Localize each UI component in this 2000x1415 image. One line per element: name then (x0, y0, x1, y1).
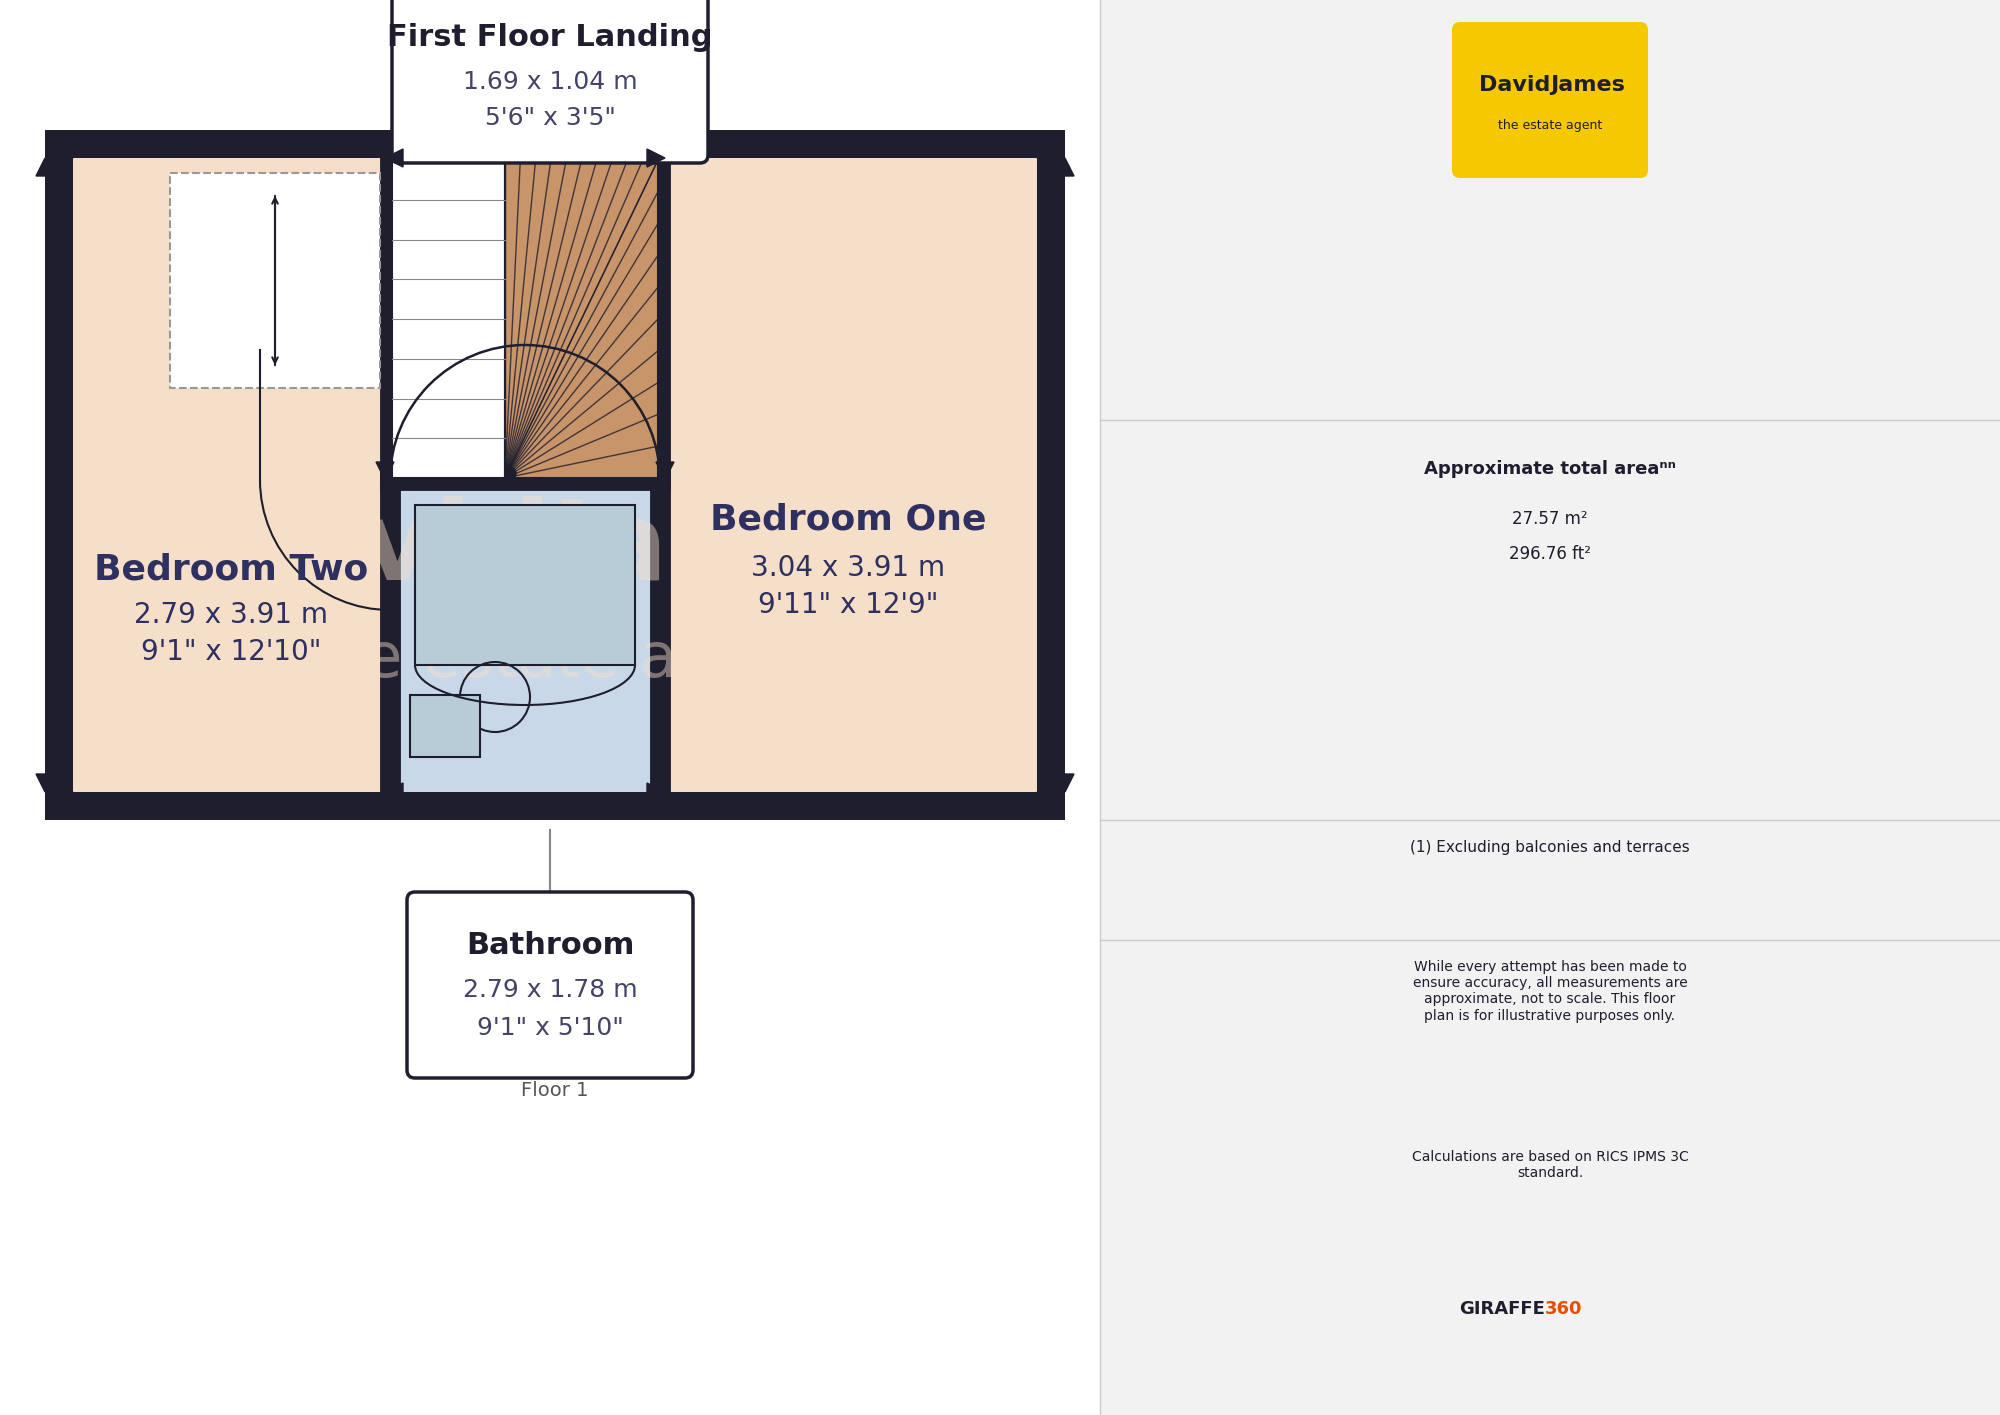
Text: Bathroom: Bathroom (466, 931, 634, 959)
Bar (660, 158, 1036, 792)
Text: (1) Excluding balconies and terraces: (1) Excluding balconies and terraces (1410, 841, 1690, 855)
Polygon shape (36, 158, 54, 175)
Text: Floor 1: Floor 1 (522, 1081, 588, 1099)
Polygon shape (648, 149, 664, 167)
FancyBboxPatch shape (392, 0, 708, 163)
Text: 27.57 m²: 27.57 m² (1512, 509, 1588, 528)
Text: GIRAFFE: GIRAFFE (1460, 1300, 1544, 1317)
Text: James: James (1550, 75, 1624, 95)
Text: 5'6" x 3'5": 5'6" x 3'5" (484, 106, 616, 130)
Text: 1.69 x 1.04 m: 1.69 x 1.04 m (462, 69, 638, 93)
Text: First Floor Landing: First Floor Landing (388, 24, 712, 52)
Text: 3.04 x 3.91 m: 3.04 x 3.91 m (752, 555, 946, 582)
Polygon shape (656, 463, 674, 480)
Bar (1100, 0, 2000, 1415)
Bar (390, 480, 660, 792)
Text: DavidJames: DavidJames (194, 497, 926, 604)
Polygon shape (648, 782, 664, 801)
Bar (410, 695, 480, 757)
Text: While every attempt has been made to
ensure accuracy, all measurements are
appro: While every attempt has been made to ens… (1412, 959, 1688, 1023)
Text: 296.76 ft²: 296.76 ft² (1510, 545, 1592, 563)
Text: the estate agent: the estate agent (1498, 119, 1602, 132)
Text: 9'11" x 12'9": 9'11" x 12'9" (758, 591, 938, 618)
Polygon shape (376, 463, 394, 480)
Text: Calculations are based on RICS IPMS 3C
standard.: Calculations are based on RICS IPMS 3C s… (1412, 1150, 1688, 1180)
Bar (504, 160, 658, 478)
Text: 360: 360 (1544, 1300, 1582, 1317)
Text: 2.79 x 1.78 m: 2.79 x 1.78 m (462, 978, 638, 1002)
Bar (170, 173, 380, 388)
Polygon shape (1056, 158, 1074, 175)
FancyBboxPatch shape (1452, 23, 1648, 178)
Polygon shape (56, 782, 72, 801)
Polygon shape (1036, 782, 1056, 801)
Bar (72, 158, 390, 792)
Text: 2.79 x 3.91 m: 2.79 x 3.91 m (134, 601, 328, 630)
Bar (44, 130, 1064, 821)
Polygon shape (1036, 149, 1056, 167)
Bar (390, 158, 660, 480)
Polygon shape (384, 782, 404, 801)
Polygon shape (1056, 774, 1074, 792)
Text: 9'1" x 12'10": 9'1" x 12'10" (142, 638, 322, 666)
Polygon shape (56, 149, 72, 167)
Polygon shape (36, 774, 54, 792)
Polygon shape (384, 149, 404, 167)
Text: Bedroom Two: Bedroom Two (94, 553, 368, 587)
Bar (416, 505, 636, 665)
Text: Bedroom One: Bedroom One (710, 502, 986, 538)
FancyBboxPatch shape (408, 891, 694, 1078)
Text: David: David (1478, 75, 1550, 95)
Text: the estate agent: the estate agent (300, 630, 820, 691)
Text: 9'1" x 5'10": 9'1" x 5'10" (476, 1016, 624, 1040)
Bar (392, 160, 504, 478)
Text: Approximate total areaⁿⁿ: Approximate total areaⁿⁿ (1424, 460, 1676, 478)
